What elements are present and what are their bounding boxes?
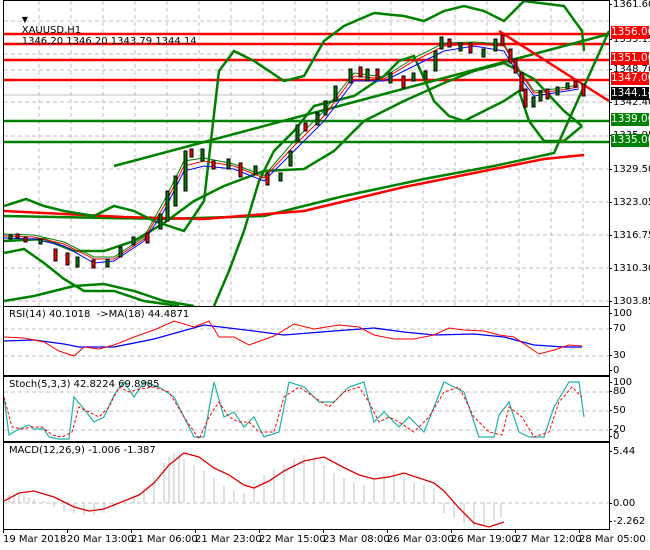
time-label: 21 Mar 06:00 [131,529,198,545]
stoch-legend: Stoch(5,3,3) 42.8224 69.8985 [9,379,160,390]
price-tick: 1342.40 [608,97,650,108]
macd-tick: -2.262 [608,516,646,527]
price-chart-svg [4,1,611,308]
stoch-tick: 20 [609,424,626,435]
time-label: 26 Mar 03:00 [387,529,454,545]
rsi-axis: 100 70 30 0 [608,306,650,376]
price-tick: 1323.05 [608,197,650,208]
ohlc-values: 1346.20 1346.20 1343.79 1344.14 [21,36,197,47]
price-tick: 1316.75 [608,230,650,241]
price-tick: 1355.15 [608,34,650,45]
rsi-tick: 100 [608,308,633,319]
stoch-axis: 100 80 50 20 0 [608,376,650,442]
stoch-tick: 50 [609,405,626,416]
macd-axis: 5.44 0.00 -2.262 [608,442,650,530]
current-price-tag: 1344.14 [611,87,650,100]
level-tag-1335: 1335.00 [611,134,650,147]
stoch-chart-svg [4,380,609,441]
time-label: 23 Mar 08:00 [323,529,390,545]
symbol-label: XAUUSD,H1 [21,25,82,36]
stoch-pane[interactable]: Stoch(5,3,3) 42.8224 69.8985 [3,376,610,442]
time-axis: 19 Mar 2018 20 Mar 13:00 21 Mar 06:00 21… [0,529,650,550]
rsi-pane[interactable]: RSI(14) 40.1018 ->MA(18) 44.4871 [3,306,610,376]
level-tag-1347: 1347.00 [611,72,650,85]
rsi-tick: 70 [609,323,626,334]
price-tick: 1329.50 [608,164,650,175]
rsi-tick: 0 [608,365,620,376]
price-axis: 1361.60 1355.15 1348.70 1342.40 1335.95 … [608,0,650,307]
macd-pane[interactable]: MACD(12,26,9) -1.006 -1.387 [3,442,610,530]
price-pane[interactable]: ▼ XAUUSD,H1 1346.20 1346.20 1343.79 1344… [3,0,611,308]
price-tick: 1310.30 [608,263,650,274]
stoch-tick: 0 [608,431,620,442]
macd-chart-svg [4,452,609,528]
triangle-down-icon[interactable]: ▼ [21,15,28,24]
level-tag-1351: 1351.00 [611,52,650,65]
price-tick: 1361.60 [608,0,650,10]
time-label: 26 Mar 19:00 [451,529,518,545]
symbol-legend: ▼ XAUUSD,H1 1346.20 1346.20 1343.79 1344… [9,3,197,58]
time-label: 19 Mar 2018 [3,529,67,545]
time-label: 22 Mar 15:00 [259,529,326,545]
rsi-chart-svg [4,320,609,357]
level-tag-1339: 1339.00 [611,113,650,126]
time-label: 21 Mar 23:00 [195,529,262,545]
macd-legend: MACD(12,26,9) -1.006 -1.387 [9,445,156,456]
macd-tick: 0.00 [608,498,636,509]
time-label: 28 Mar 05:00 [579,529,646,545]
time-label: 20 Mar 13:00 [67,529,134,545]
rsi-legend: RSI(14) 40.1018 ->MA(18) 44.4871 [9,309,190,320]
stoch-tick: 100 [608,377,633,388]
time-label: 27 Mar 12:00 [515,529,582,545]
price-tick: 1348.70 [608,64,650,75]
macd-tick: 5.44 [608,446,636,457]
stoch-tick: 80 [609,386,626,397]
price-tick: 1303.85 [608,296,650,307]
rsi-tick: 30 [609,350,626,361]
level-tag-1356: 1356.00 [611,26,650,39]
